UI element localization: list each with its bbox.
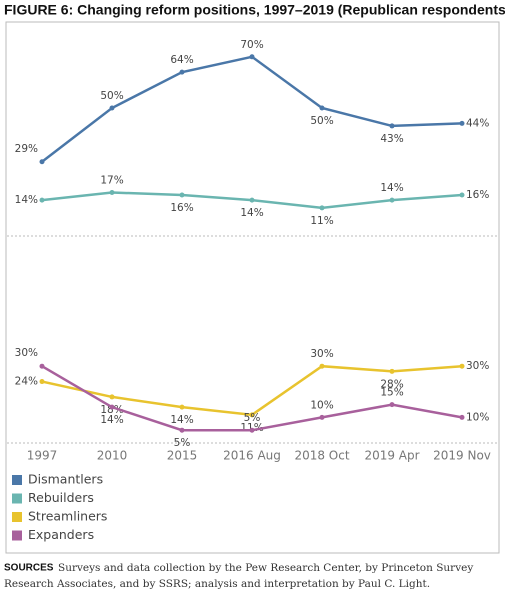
- value-label: 44%: [466, 117, 489, 129]
- value-label: 15%: [380, 387, 403, 399]
- data-point: [459, 120, 465, 126]
- x-tick-label: 1997: [27, 449, 58, 463]
- value-label: 11%: [310, 215, 333, 227]
- legend-swatch: [12, 493, 22, 504]
- legend-label: Rebuilders: [28, 490, 94, 505]
- data-point: [389, 402, 395, 408]
- legend-swatch: [12, 475, 22, 485]
- chart-title: FIGURE 6: Changing reform positions, 199…: [4, 2, 505, 18]
- legend-swatch: [12, 512, 22, 522]
- x-tick-label: 2016 Aug: [223, 449, 281, 463]
- value-label: 16%: [170, 202, 193, 214]
- legend-label: Expanders: [28, 527, 94, 542]
- value-label: 70%: [240, 39, 263, 51]
- data-point: [249, 54, 255, 60]
- x-tick-label: 2015: [167, 449, 198, 463]
- data-point: [109, 105, 115, 111]
- source-text: Surveys and data collection by the Pew R…: [58, 562, 473, 574]
- x-tick-label: 2019 Apr: [364, 449, 419, 463]
- value-label: 30%: [310, 348, 333, 360]
- legend-label: Streamliners: [28, 509, 107, 524]
- source-text: Research Associates, and by SSRS; analys…: [4, 578, 430, 590]
- value-label: 16%: [466, 189, 489, 201]
- data-point: [249, 427, 255, 433]
- value-label: 64%: [170, 54, 193, 66]
- value-label: 28%: [380, 378, 403, 390]
- data-point: [459, 192, 465, 198]
- value-label: 30%: [466, 360, 489, 372]
- data-point: [179, 192, 185, 198]
- source-label: SOURCES: [4, 563, 54, 574]
- data-point: [249, 197, 255, 203]
- legend-label: Dismantlers: [28, 472, 103, 487]
- data-point: [249, 412, 255, 418]
- value-label: 43%: [380, 133, 403, 145]
- value-label: 10%: [466, 411, 489, 423]
- value-label: 5%: [174, 437, 191, 449]
- value-label: 30%: [15, 347, 38, 359]
- data-point: [459, 363, 465, 369]
- value-label: 17%: [100, 174, 123, 186]
- data-point: [179, 69, 185, 75]
- data-point: [179, 427, 185, 433]
- data-point: [179, 404, 185, 410]
- data-point: [319, 414, 325, 420]
- data-point: [109, 394, 115, 400]
- value-label: 14%: [100, 414, 123, 426]
- series-line: [41, 55, 463, 163]
- value-label: 24%: [15, 376, 38, 388]
- value-label: 29%: [15, 143, 38, 155]
- data-point: [319, 105, 325, 111]
- x-tick-label: 2010: [97, 449, 128, 463]
- value-label: 50%: [310, 115, 333, 127]
- value-label: 10%: [310, 399, 333, 411]
- data-point: [109, 404, 115, 410]
- value-label: 14%: [15, 194, 38, 206]
- data-point: [389, 197, 395, 203]
- value-label: 14%: [380, 182, 403, 194]
- data-point: [39, 159, 45, 165]
- value-label: 50%: [100, 90, 123, 102]
- value-label: 14%: [170, 414, 193, 426]
- data-point: [389, 368, 395, 374]
- data-point: [109, 189, 115, 195]
- value-label: 5%: [244, 412, 261, 424]
- chart-frame: [5, 21, 500, 554]
- data-point: [459, 414, 465, 420]
- value-label: 14%: [240, 207, 263, 219]
- data-point: [39, 379, 45, 385]
- value-label: 18%: [100, 404, 123, 416]
- data-point: [389, 123, 395, 129]
- data-point: [39, 363, 45, 369]
- data-point: [319, 363, 325, 369]
- legend-swatch: [12, 530, 22, 541]
- data-point: [319, 205, 325, 211]
- x-tick-label: 2019 Nov: [433, 449, 491, 463]
- data-point: [39, 197, 45, 203]
- x-tick-label: 2018 Oct: [294, 449, 349, 463]
